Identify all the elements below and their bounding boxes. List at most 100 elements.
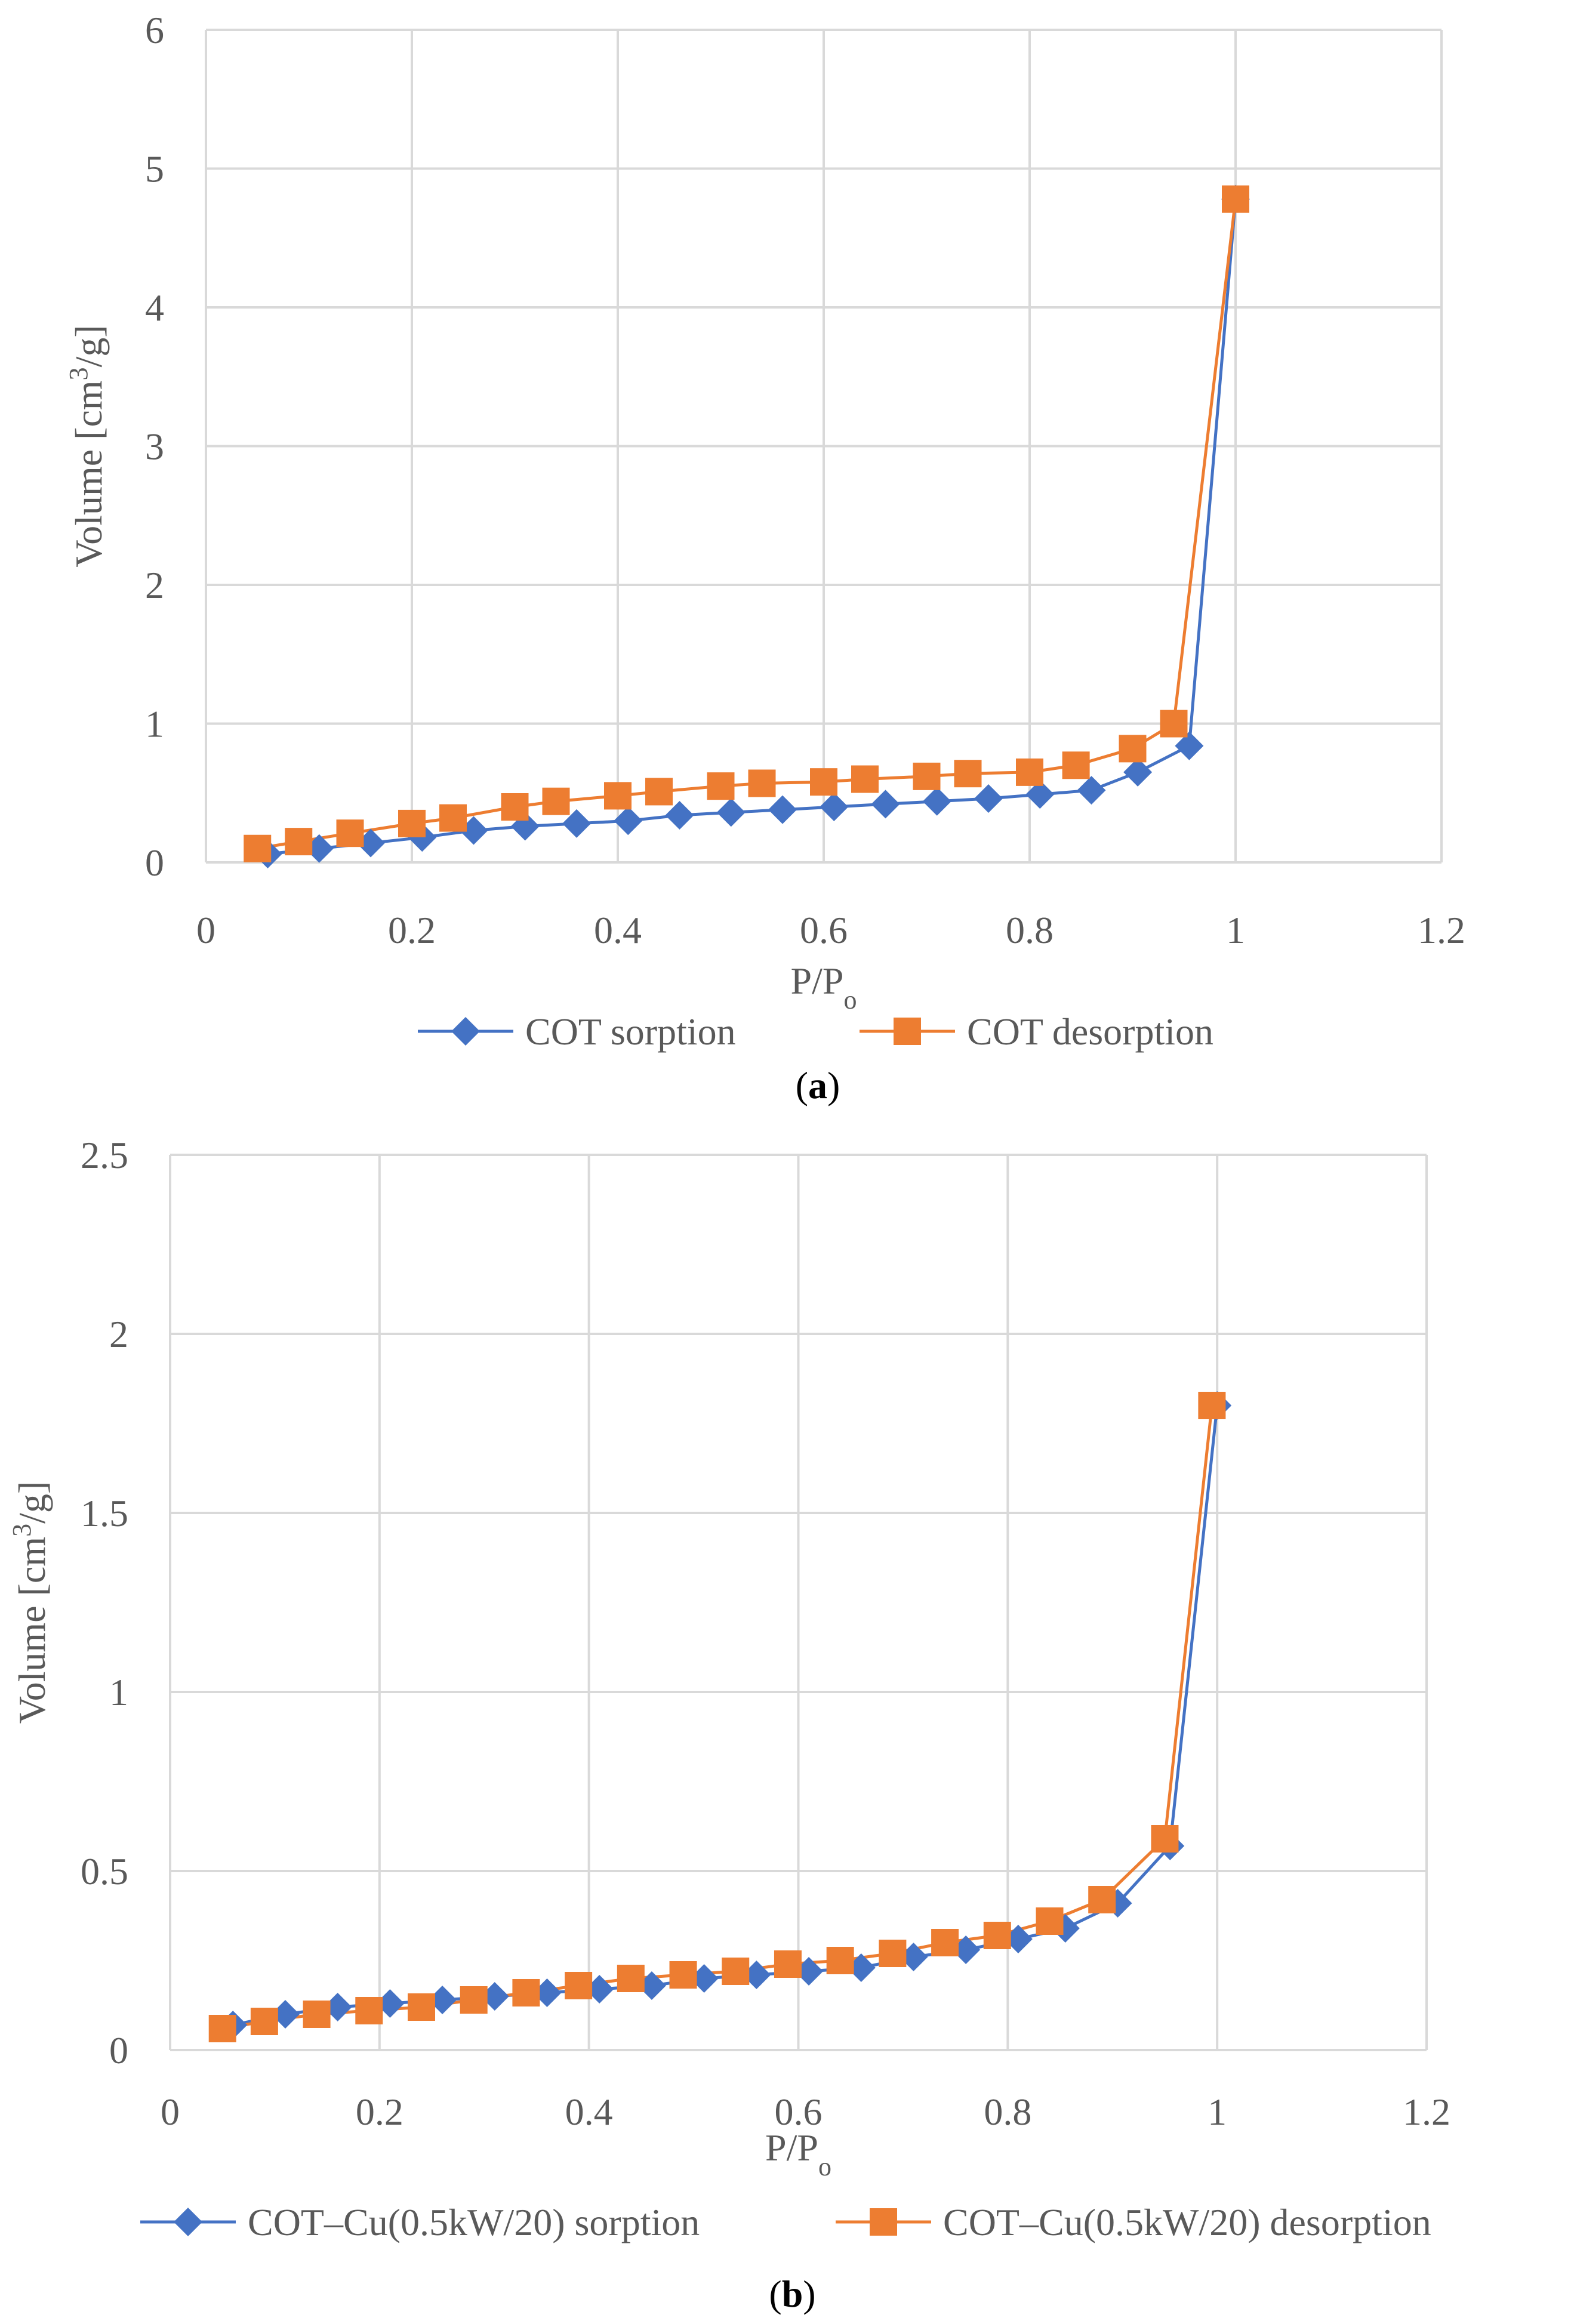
desorption-point	[355, 1997, 383, 2024]
legend-entry-cot-sorption: COT sorption	[418, 1010, 736, 1053]
desorption-point	[1062, 751, 1090, 779]
y-tick-label: 5	[145, 148, 164, 190]
x-tick-label: 0.4	[565, 2091, 613, 2133]
x-tick-label: 1	[1208, 2091, 1227, 2133]
chart-a-legend: COT sorption COT desorption	[418, 1010, 1213, 1053]
x-tick-label: 0	[161, 2091, 180, 2133]
desorption-point	[542, 787, 570, 815]
chart-a-x-axis-title: P/Po	[791, 960, 857, 1015]
desorption-point	[983, 1922, 1011, 1949]
desorption-point	[1036, 1907, 1064, 1935]
x-tick-label: 0.4	[594, 909, 642, 951]
sorption-point	[742, 1961, 771, 1989]
sorption-point	[846, 1953, 876, 1982]
sorption-point	[1025, 780, 1055, 809]
desorption-point	[879, 1940, 907, 1967]
legend-entry-cot-desorption: COT desorption	[860, 1010, 1213, 1053]
panel-caption-a: (a)	[796, 1064, 840, 1106]
x-tick-label: 1	[1226, 909, 1245, 951]
y-tick-label: 1	[145, 703, 164, 745]
sorption-point	[665, 800, 694, 830]
desorption-point	[408, 1993, 435, 2021]
desorption-point	[669, 1961, 697, 1989]
sorption-point	[614, 806, 643, 836]
chart-a-y-axis-title: Volume [cm3/g]	[64, 325, 110, 568]
legend-square-marker-icon	[870, 2208, 897, 2236]
desorption-point	[913, 762, 941, 790]
chart-b-x-axis-title: P/Po	[765, 2126, 831, 2181]
sorption-point	[585, 1975, 614, 2004]
y-tick-label: 3	[145, 426, 164, 468]
legend-label-cot-cu-sorption: COT–Cu(0.5kW/20) sorption	[248, 2201, 700, 2243]
desorption-point	[1160, 710, 1188, 738]
sorption-point	[270, 2000, 300, 2029]
legend-entry-cot-cu-desorption: COT–Cu(0.5kW/20) desorption	[836, 2201, 1431, 2243]
desorption-point	[1222, 185, 1249, 213]
desorption-point	[336, 819, 364, 847]
desorption-point	[250, 2008, 278, 2035]
chart-b-legend: COT–Cu(0.5kW/20) sorption COT–Cu(0.5kW/2…	[140, 2201, 1431, 2243]
desorption-point	[1088, 1886, 1116, 1913]
desorption-point	[748, 769, 776, 797]
desorption-point	[1119, 735, 1147, 763]
legend-diamond-marker-icon	[451, 1017, 480, 1046]
chart-b-series	[208, 1391, 1232, 2042]
sorption-point	[974, 784, 1003, 813]
sorption-point	[899, 1943, 928, 1971]
desorption-point	[851, 765, 879, 793]
desorption-point	[512, 1979, 540, 2006]
desorption-point	[826, 1947, 854, 1974]
sorption-point	[689, 1964, 719, 1993]
legend-label-cot-sorption: COT sorption	[525, 1010, 736, 1053]
desorption-point	[617, 1965, 645, 1992]
legend-entry-cot-cu-sorption: COT–Cu(0.5kW/20) sorption	[140, 2201, 700, 2243]
y-tick-label: 2.5	[81, 1134, 128, 1176]
sorption-point	[1123, 757, 1153, 787]
chart-b-ticks: 0 0.2 0.4 0.6 0.8 1 1.2 0 0.5 1 1.5 2 2.5	[81, 1134, 1450, 2133]
sorption-point	[375, 1989, 405, 2018]
chart-a: 0 0.2 0.4 0.6 0.8 1 1.2 0 1 2 3 4 5 6 P/Po Volume [cm…	[64, 9, 1466, 1106]
y-tick-label: 2	[109, 1313, 128, 1355]
legend-label-cot-desorption: COT desorption	[967, 1010, 1213, 1053]
sorption-point	[637, 1971, 666, 2000]
desorption-point	[645, 778, 673, 806]
x-tick-label: 0.6	[800, 909, 848, 951]
sorption-point	[820, 793, 849, 821]
y-tick-label: 0	[145, 842, 164, 884]
x-tick-label: 1.2	[1418, 909, 1465, 951]
y-tick-label: 0	[109, 2029, 128, 2072]
chart-a-series	[244, 184, 1250, 869]
sorption-point	[794, 1957, 824, 1986]
desorption-point	[303, 2001, 331, 2028]
desorption-point	[810, 768, 837, 796]
desorption-point	[565, 1972, 593, 1999]
panel-caption-b: (b)	[769, 2273, 815, 2315]
desorption-point	[722, 1958, 750, 1985]
legend-label-cot-cu-desorption: COT–Cu(0.5kW/20) desorption	[943, 2201, 1431, 2243]
sorption-point	[716, 798, 746, 827]
desorption-point	[398, 809, 426, 837]
y-tick-label: 1	[109, 1671, 128, 1713]
desorption-point	[931, 1929, 959, 1956]
chart-b-grid	[169, 1154, 1428, 2051]
sorption-point	[1175, 731, 1204, 760]
x-tick-label: 0.8	[1006, 909, 1054, 951]
sorption-point	[922, 787, 951, 816]
y-tick-label: 1.5	[81, 1492, 128, 1534]
desorption-point	[285, 828, 313, 856]
sorption-point	[951, 1935, 981, 1964]
sorption-point	[1003, 1925, 1033, 1953]
x-tick-label: 0.2	[356, 2091, 403, 2133]
sorption-point	[1077, 776, 1106, 805]
x-tick-label: 0	[196, 909, 215, 951]
desorption-point	[774, 1950, 802, 1978]
y-tick-label: 0.5	[81, 1850, 128, 1893]
desorption-point	[460, 1986, 488, 2014]
desorption-point	[501, 793, 529, 821]
chart-b-y-axis-title: Volume [cm3/g]	[7, 1481, 54, 1724]
sorption-point	[428, 1986, 457, 2014]
desorption-point	[439, 804, 467, 832]
desorption-point	[604, 782, 632, 810]
